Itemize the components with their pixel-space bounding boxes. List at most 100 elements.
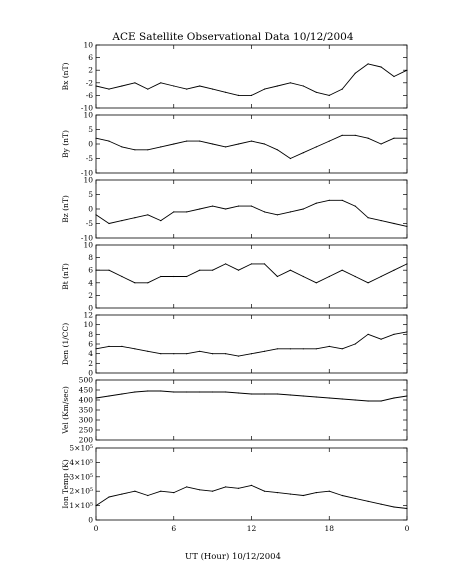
data-point: [315, 348, 317, 350]
y-tick-label: 6: [88, 340, 93, 349]
data-point: [315, 146, 317, 148]
data-point: [302, 85, 304, 87]
data-point: [263, 143, 266, 145]
series-line-1: [95, 484, 408, 509]
data-point: [225, 91, 227, 93]
data-point: [147, 282, 149, 284]
data-point: [186, 275, 188, 278]
data-point: [121, 146, 123, 148]
data-point: [212, 391, 214, 393]
x-tick-label: 6: [171, 524, 176, 533]
data-point: [121, 85, 123, 87]
x-axis: 0 6 12 18 0: [94, 524, 410, 533]
data-point: [341, 348, 343, 350]
data-point: [95, 348, 97, 350]
data-point: [276, 85, 278, 87]
data-point: [108, 345, 110, 347]
data-point: [315, 282, 317, 284]
panel-1: 10 6 2 -2 -6 -10 Bx (nT): [61, 41, 408, 113]
data-point: [354, 275, 356, 278]
x-tick-label: 18: [324, 524, 334, 533]
data-point: [199, 350, 201, 352]
data-point: [276, 393, 278, 395]
series-line-1: [95, 331, 408, 357]
y-tick-label: -5: [86, 154, 94, 163]
data-point: [393, 397, 395, 399]
data-point: [250, 484, 253, 486]
data-point: [276, 348, 278, 350]
x-tick-label: 0: [94, 524, 99, 533]
data-point: [302, 275, 304, 278]
data-point: [173, 492, 175, 494]
data-point: [134, 282, 136, 284]
series-line-1: [95, 199, 408, 227]
data-point: [276, 492, 278, 494]
y-tick-label: 10: [83, 320, 93, 329]
data-point: [186, 140, 188, 142]
data-point: [263, 350, 266, 352]
data-point: [225, 208, 227, 210]
y-tick-label: 3×10⁵: [69, 472, 93, 481]
data-point: [393, 269, 395, 271]
data-point: [134, 149, 136, 151]
data-point: [160, 353, 162, 355]
data-point: [186, 211, 188, 213]
data-point: [225, 391, 227, 393]
data-point: [341, 199, 343, 201]
data-point: [354, 399, 356, 401]
y-tick-label: 450: [79, 386, 94, 395]
data-point: [121, 275, 123, 278]
panel-frame: [95, 179, 408, 239]
panel-frame: [95, 114, 408, 174]
data-point: [263, 393, 266, 395]
data-point: [147, 390, 149, 392]
data-point: [225, 146, 227, 148]
data-point: [186, 391, 188, 393]
y-tick-label: 8: [88, 330, 93, 339]
data-point: [380, 338, 382, 340]
data-point: [237, 269, 240, 271]
data-point: [393, 222, 395, 225]
data-point: [263, 490, 266, 492]
data-point: [95, 137, 97, 139]
data-point: [367, 63, 369, 65]
data-point: [289, 157, 291, 160]
data-point: [212, 490, 214, 492]
data-point: [237, 205, 240, 207]
data-point: [354, 205, 356, 207]
data-point: [199, 269, 201, 271]
y-axis-label: Den (1/CC): [61, 323, 70, 365]
y-tick-label: -10: [81, 169, 93, 178]
data-point: [302, 494, 304, 497]
y-tick-label: 5×10⁵: [69, 444, 93, 453]
y-tick-label: 8: [88, 253, 93, 262]
data-point: [393, 333, 395, 335]
data-point: [354, 72, 356, 74]
data-point: [354, 497, 356, 499]
data-point: [315, 492, 317, 494]
y-tick-label: 350: [79, 406, 94, 415]
data-point: [108, 496, 110, 498]
data-point: [406, 225, 408, 227]
data-point: [173, 391, 175, 393]
data-point: [328, 345, 330, 347]
data-point: [393, 75, 395, 78]
data-point: [160, 390, 162, 392]
panel-frame: [95, 447, 408, 521]
data-point: [367, 333, 369, 335]
data-point: [173, 275, 175, 278]
x-tick-label: 12: [247, 524, 257, 533]
y-tick-label: 6: [88, 266, 93, 275]
data-point: [354, 343, 356, 345]
data-point: [108, 269, 110, 271]
y-tick-label: 0: [88, 140, 93, 149]
y-tick-label: 4: [88, 349, 93, 358]
panel-2: 10 5 0 -5 -10 By (nT): [61, 111, 408, 178]
data-point: [263, 88, 266, 90]
data-point: [406, 331, 408, 333]
data-point: [121, 345, 123, 347]
data-point: [302, 395, 304, 397]
series-line-1: [95, 390, 408, 402]
y-tick-label: 10: [83, 41, 93, 50]
